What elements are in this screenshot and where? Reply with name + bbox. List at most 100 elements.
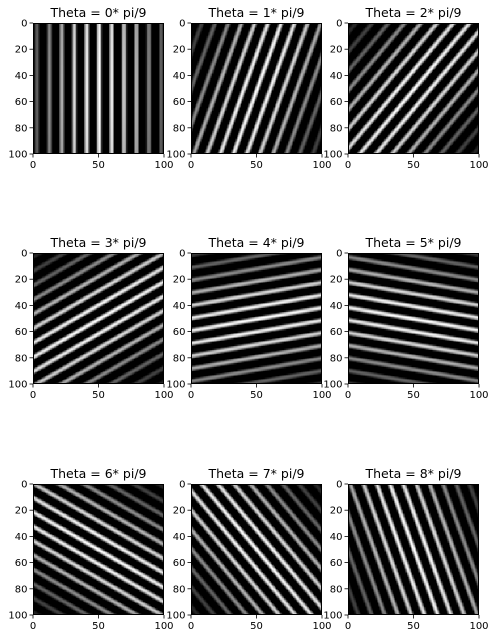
y-tick-label: 0	[179, 19, 185, 30]
y-tick-label: 100	[8, 150, 27, 161]
y-tick-label: 60	[15, 97, 28, 108]
y-tick-label: 100	[8, 380, 27, 391]
y-tick-label: 0	[21, 19, 27, 30]
x-tick-label: 0	[188, 621, 194, 632]
x-tick-label: 50	[407, 160, 420, 171]
x-tick-label: 0	[30, 390, 36, 401]
y-tick-label: 40	[330, 301, 343, 312]
x-tick-label: 100	[154, 621, 173, 632]
y-tick-label: 80	[330, 584, 343, 595]
y-tick-label: 20	[15, 45, 28, 56]
y-tick-label: 80	[330, 353, 343, 364]
y-tick-label: 40	[173, 301, 186, 312]
x-tick-label: 0	[345, 621, 351, 632]
y-tick-label: 0	[336, 249, 342, 260]
y-tick-label: 40	[330, 71, 343, 82]
y-tick-label: 80	[15, 123, 28, 134]
y-tick-label: 100	[166, 150, 185, 161]
x-tick-label: 50	[407, 621, 420, 632]
x-tick-label: 50	[92, 621, 105, 632]
x-tick-label: 0	[30, 621, 36, 632]
y-tick-label: 60	[173, 558, 186, 569]
axes-frame	[348, 253, 479, 384]
gabor-image	[33, 484, 164, 615]
panel-title: Theta = 5* pi/9	[365, 235, 462, 250]
y-tick-label: 40	[15, 532, 28, 543]
y-tick-label: 60	[330, 97, 343, 108]
y-tick-label: 40	[330, 532, 343, 543]
x-tick-label: 100	[469, 390, 488, 401]
x-tick-label: 100	[469, 160, 488, 171]
x-tick-label: 100	[154, 160, 173, 171]
y-tick-label: 60	[330, 558, 343, 569]
y-tick-label: 0	[336, 480, 342, 491]
y-tick-label: 100	[166, 380, 185, 391]
x-tick-label: 50	[250, 621, 263, 632]
x-tick-label: 50	[250, 390, 263, 401]
axes-frame	[33, 484, 164, 615]
x-tick-label: 50	[92, 160, 105, 171]
panel-title: Theta = 6* pi/9	[50, 466, 147, 481]
x-tick-label: 100	[154, 390, 173, 401]
gabor-image	[33, 23, 164, 154]
y-tick-label: 80	[330, 123, 343, 134]
panel-title: Theta = 8* pi/9	[365, 466, 462, 481]
y-tick-label: 20	[330, 275, 343, 286]
y-tick-label: 100	[323, 150, 342, 161]
panel-title: Theta = 3* pi/9	[50, 235, 147, 250]
y-tick-label: 20	[173, 506, 186, 517]
gabor-image	[191, 253, 322, 384]
x-tick-label: 0	[188, 390, 194, 401]
x-tick-label: 0	[345, 390, 351, 401]
y-tick-label: 20	[330, 506, 343, 517]
y-tick-label: 20	[330, 45, 343, 56]
y-tick-label: 0	[179, 249, 185, 260]
gabor-image	[33, 253, 164, 384]
y-tick-label: 60	[15, 558, 28, 569]
gabor-image	[348, 23, 479, 154]
axes-frame	[33, 253, 164, 384]
y-tick-label: 80	[15, 584, 28, 595]
gabor-image	[191, 23, 322, 154]
y-tick-label: 40	[15, 301, 28, 312]
y-tick-label: 100	[323, 611, 342, 622]
y-tick-label: 60	[15, 327, 28, 338]
axes-frame	[348, 23, 479, 154]
x-tick-label: 100	[312, 621, 331, 632]
y-tick-label: 100	[8, 611, 27, 622]
y-tick-label: 80	[173, 123, 186, 134]
y-tick-label: 40	[173, 71, 186, 82]
y-tick-label: 0	[21, 480, 27, 491]
y-tick-label: 60	[173, 327, 186, 338]
panel-title: Theta = 2* pi/9	[365, 5, 462, 20]
x-tick-label: 100	[312, 390, 331, 401]
axes-frame	[348, 484, 479, 615]
gabor-image	[348, 253, 479, 384]
axes-frame	[33, 23, 164, 154]
axes-frame	[191, 253, 322, 384]
y-tick-label: 80	[173, 353, 186, 364]
y-tick-label: 40	[173, 532, 186, 543]
x-tick-label: 0	[345, 160, 351, 171]
x-tick-label: 100	[469, 621, 488, 632]
x-tick-label: 50	[250, 160, 263, 171]
y-tick-label: 20	[173, 45, 186, 56]
y-tick-label: 20	[15, 275, 28, 286]
y-tick-label: 80	[173, 584, 186, 595]
y-tick-label: 20	[15, 506, 28, 517]
y-tick-label: 40	[15, 71, 28, 82]
y-tick-label: 100	[323, 380, 342, 391]
y-tick-label: 60	[330, 327, 343, 338]
y-tick-label: 80	[15, 353, 28, 364]
y-tick-label: 0	[179, 480, 185, 491]
panel-title: Theta = 7* pi/9	[208, 466, 305, 481]
